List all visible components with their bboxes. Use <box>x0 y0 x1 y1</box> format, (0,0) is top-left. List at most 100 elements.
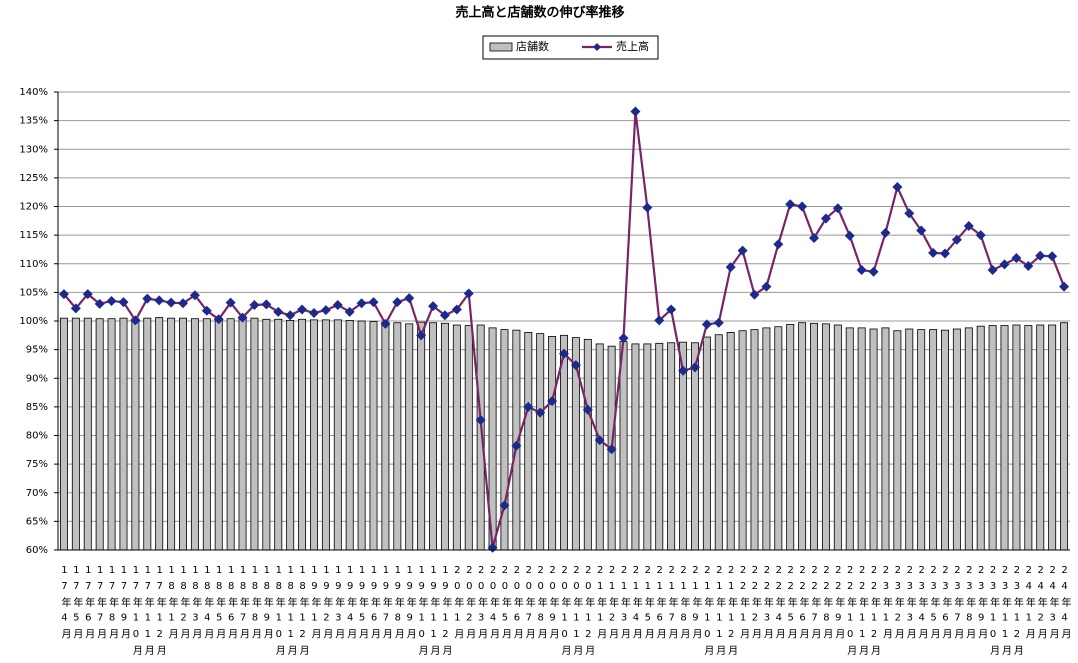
x-tick-label: 21年11月 <box>713 565 725 661</box>
marker <box>356 298 367 309</box>
x-tick-label: 20年8月 <box>535 565 547 644</box>
x-tick-label: 23年8月 <box>963 565 975 644</box>
bar <box>976 325 985 551</box>
x-tick-label: 19年11月 <box>428 565 440 661</box>
bar <box>643 343 652 551</box>
x-tick-label: 19年3月 <box>332 565 344 644</box>
marker <box>475 415 486 426</box>
bar <box>83 317 92 551</box>
marker <box>749 289 760 300</box>
marker <box>1047 251 1058 262</box>
bar <box>226 318 235 551</box>
bar <box>667 342 676 551</box>
bar <box>917 329 926 551</box>
legend-swatch <box>489 42 513 52</box>
marker <box>856 265 867 276</box>
bar <box>690 342 699 551</box>
x-tick-label: 22年10月 <box>844 565 856 661</box>
x-tick-label: 17年10月 <box>130 565 142 661</box>
bar <box>881 327 890 551</box>
x-tick-label: 17年7月 <box>94 565 106 644</box>
x-tick-label: 18年11月 <box>285 565 297 661</box>
x-tick-label: 23年6月 <box>939 565 951 644</box>
bar <box>214 318 223 551</box>
x-tick-label: 24年3月 <box>1047 565 1059 644</box>
x-tick-label: 19年4月 <box>344 565 356 644</box>
x-tick-label: 20年9月 <box>547 565 559 644</box>
marker <box>820 213 831 224</box>
y-tick-label: 140% <box>19 87 48 98</box>
marker <box>154 295 165 306</box>
x-tick-label: 19年6月 <box>368 565 380 644</box>
marker <box>249 299 260 310</box>
bar <box>1048 324 1057 551</box>
x-tick-label: 17年11月 <box>142 565 154 661</box>
marker <box>570 360 581 371</box>
marker <box>320 305 331 316</box>
marker <box>725 262 736 273</box>
bar <box>357 320 366 551</box>
marker <box>404 293 415 304</box>
bar <box>869 328 878 551</box>
marker <box>844 230 855 241</box>
marker <box>559 348 569 359</box>
marker <box>666 304 677 315</box>
x-tick-label: 20年10月 <box>559 565 570 661</box>
bar <box>95 318 104 551</box>
bar <box>190 318 199 551</box>
bar <box>310 319 318 551</box>
bar <box>1060 322 1069 551</box>
bar <box>167 317 176 551</box>
bar <box>321 319 330 551</box>
x-tick-label: 23年4月 <box>916 565 928 644</box>
x-tick-label: 23年11月 <box>999 565 1011 661</box>
bar <box>536 333 545 551</box>
y-tick-label: 70% <box>26 488 48 499</box>
x-tick-label: 20年3月 <box>475 565 487 644</box>
x-tick-label: 19年5月 <box>356 565 368 644</box>
x-tick-label: 18年3月 <box>189 565 201 644</box>
marker <box>285 310 296 321</box>
bar <box>155 317 164 551</box>
bar <box>988 325 997 551</box>
bar <box>893 330 902 551</box>
marker <box>999 259 1010 270</box>
x-tick-label: 24年1月 <box>1023 565 1035 644</box>
bar <box>821 323 830 551</box>
bar <box>583 338 592 551</box>
marker <box>237 312 248 323</box>
marker <box>428 301 439 312</box>
legend-box <box>482 35 659 60</box>
bar <box>714 334 723 551</box>
y-tick-label: 135% <box>19 116 48 127</box>
bar <box>1024 325 1033 551</box>
bar <box>595 343 604 551</box>
bar <box>738 330 747 551</box>
marker <box>58 289 69 300</box>
x-tick-label: 20年12月 <box>582 565 594 661</box>
x-tick-label: 18年8月 <box>249 565 261 644</box>
marker <box>606 444 617 455</box>
x-tick-label: 22年1月 <box>737 565 749 644</box>
marker <box>1035 250 1046 261</box>
legend-label: 売上高 <box>616 39 649 53</box>
y-tick-label: 125% <box>19 173 48 184</box>
x-tick-label: 18年7月 <box>237 565 249 644</box>
bar <box>655 342 664 551</box>
bar <box>131 318 140 551</box>
legend-label: 店舗数 <box>516 39 549 53</box>
x-tick-label: 23年9月 <box>975 565 987 644</box>
bar <box>262 318 271 551</box>
bar <box>762 327 771 551</box>
marker <box>332 299 343 310</box>
marker <box>178 298 189 309</box>
marker <box>344 306 355 317</box>
marker <box>773 239 784 250</box>
bar <box>726 332 735 551</box>
bar <box>464 325 473 551</box>
marker <box>951 234 962 245</box>
bar <box>845 327 854 551</box>
x-tick-label: 22年8月 <box>820 565 832 644</box>
